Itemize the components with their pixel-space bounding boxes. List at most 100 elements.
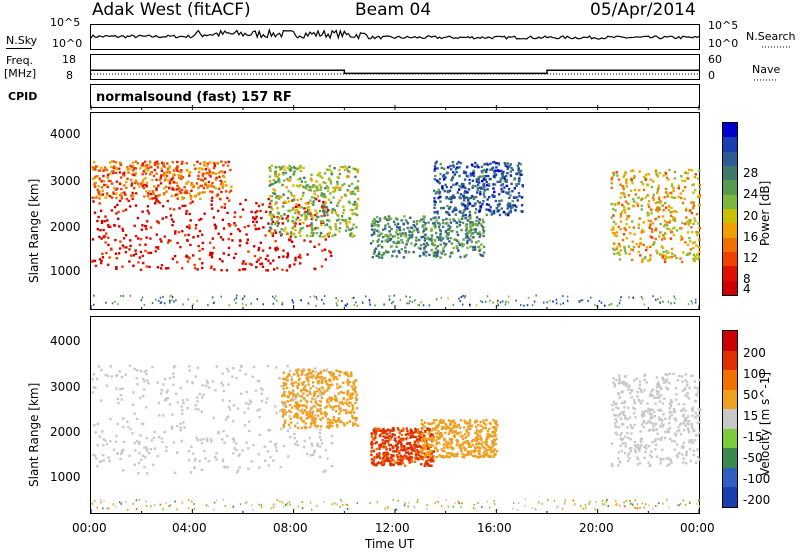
power-mark bbox=[329, 201, 333, 204]
power-mark bbox=[100, 237, 103, 240]
power-mark bbox=[229, 232, 233, 236]
velocity-mark bbox=[381, 462, 385, 465]
power-mark bbox=[170, 194, 174, 198]
power-mark bbox=[93, 176, 97, 179]
velocity-mark bbox=[179, 426, 183, 429]
power-mark bbox=[206, 171, 209, 175]
power-mark bbox=[455, 171, 458, 174]
power-mark bbox=[327, 235, 330, 238]
power-mark bbox=[110, 196, 114, 199]
velocity-mark bbox=[338, 412, 341, 415]
power-mark bbox=[470, 232, 474, 235]
velocity-mark bbox=[194, 375, 197, 378]
power-mark bbox=[502, 300, 504, 303]
power-mark bbox=[304, 210, 307, 214]
power-mark bbox=[692, 247, 695, 250]
power-mark bbox=[517, 168, 520, 171]
power-mark bbox=[641, 297, 644, 300]
power-mark bbox=[456, 221, 459, 224]
power-mark bbox=[115, 267, 118, 270]
velocity-mark bbox=[398, 450, 401, 453]
power-mark bbox=[442, 249, 445, 253]
velocity-mark bbox=[668, 403, 672, 406]
velocity-mark bbox=[493, 433, 497, 436]
power-mark bbox=[296, 167, 300, 170]
velocity-ytick: 4000 bbox=[50, 334, 81, 348]
velocity-mark bbox=[478, 430, 481, 433]
power-mark bbox=[496, 300, 499, 303]
velocity-mark bbox=[622, 380, 625, 383]
power-mark bbox=[474, 208, 478, 211]
velocity-mark bbox=[274, 446, 278, 449]
velocity-mark bbox=[443, 439, 446, 442]
power-mark bbox=[296, 208, 299, 212]
velocity-mark bbox=[318, 392, 321, 395]
power-mark bbox=[336, 204, 339, 207]
velocity-mark bbox=[414, 454, 418, 458]
power-mark bbox=[321, 249, 324, 252]
power-mark bbox=[224, 190, 228, 193]
velocity-mark bbox=[398, 461, 402, 464]
power-mark bbox=[312, 200, 315, 203]
power-mark bbox=[681, 221, 684, 225]
power-mark bbox=[416, 220, 419, 223]
power-mark bbox=[459, 193, 463, 196]
power-mark bbox=[125, 197, 128, 201]
power-mark bbox=[229, 168, 232, 172]
power-mark bbox=[474, 223, 477, 227]
power-mark bbox=[156, 160, 159, 163]
power-mark bbox=[220, 206, 223, 209]
velocity-mark bbox=[417, 454, 421, 457]
power-mark bbox=[244, 262, 247, 266]
power-mark bbox=[498, 203, 501, 206]
power-mark bbox=[190, 195, 193, 198]
power-mark bbox=[437, 221, 440, 225]
power-mark bbox=[424, 233, 427, 236]
velocity-mark bbox=[393, 433, 396, 437]
velocity-mark bbox=[638, 387, 641, 390]
velocity-mark bbox=[474, 446, 477, 449]
power-mark bbox=[478, 235, 481, 238]
xtick: 04:00 bbox=[172, 521, 207, 535]
power-mark bbox=[447, 166, 450, 169]
velocity-mark bbox=[375, 447, 378, 451]
power-mark bbox=[447, 190, 450, 194]
power-mark bbox=[219, 236, 223, 239]
power-mark bbox=[535, 294, 537, 297]
velocity-mark bbox=[327, 401, 330, 404]
velocity-mark bbox=[682, 415, 685, 418]
velocity-mark bbox=[325, 382, 329, 386]
velocity-mark bbox=[105, 442, 109, 446]
velocity-mark bbox=[334, 397, 338, 400]
power-mark bbox=[631, 248, 634, 252]
power-mark bbox=[101, 256, 105, 259]
power-mark bbox=[422, 243, 426, 246]
velocity-mark bbox=[207, 386, 211, 389]
velocity-mark bbox=[350, 385, 354, 388]
power-mark bbox=[647, 219, 650, 222]
power-mark bbox=[146, 209, 149, 212]
power-mark bbox=[520, 196, 524, 199]
power-mark bbox=[628, 296, 630, 299]
velocity-mark bbox=[378, 447, 381, 451]
power-mark bbox=[353, 296, 355, 299]
power-mark bbox=[647, 203, 650, 206]
power-mark bbox=[471, 186, 474, 189]
velocity-mark bbox=[318, 436, 322, 439]
velocity-mark bbox=[480, 429, 483, 432]
power-mark bbox=[274, 239, 277, 243]
power-mark bbox=[201, 241, 204, 245]
power-mark bbox=[677, 187, 680, 190]
power-mark bbox=[438, 223, 441, 226]
velocity-mark bbox=[164, 399, 168, 402]
power-mark bbox=[505, 178, 508, 182]
velocity-mark bbox=[639, 440, 643, 443]
power-mark bbox=[213, 268, 216, 271]
power-mark bbox=[132, 194, 135, 197]
power-mark bbox=[298, 204, 301, 207]
velocity-mark bbox=[290, 392, 293, 395]
velocity-mark bbox=[487, 436, 490, 439]
power-mark bbox=[175, 299, 177, 302]
power-mark bbox=[160, 301, 163, 304]
velocity-mark bbox=[248, 429, 251, 433]
